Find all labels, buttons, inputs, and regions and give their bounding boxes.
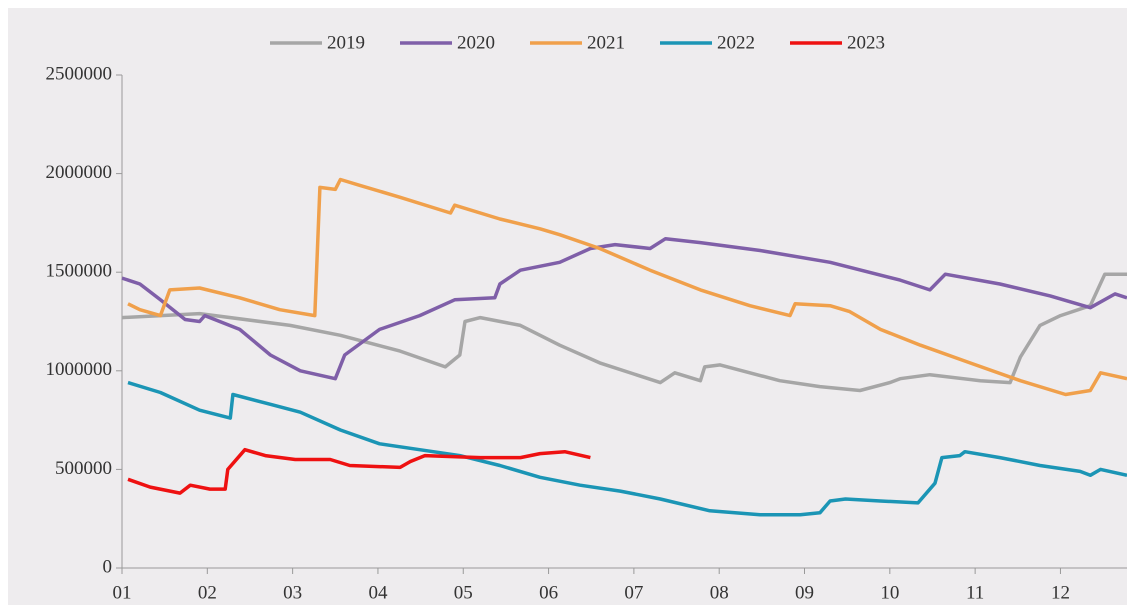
series-line [127,177,1127,397]
y-tick-label: 2000000 [46,162,113,183]
y-tick-label: 1500000 [46,261,113,282]
y-tick-label: 500000 [55,458,112,479]
plot-background [8,8,1127,605]
series-line [121,272,1127,393]
x-tick-label: 06 [539,582,558,603]
y-tick-label: 0 [103,556,113,577]
x-tick-label: 08 [710,582,729,603]
x-tick-label: 03 [283,582,302,603]
x-tick-label: 12 [1051,582,1070,603]
x-tick-label: 04 [368,582,388,603]
x-tick-label: 07 [624,582,643,603]
x-tick-label: 11 [966,582,984,603]
x-tick-label: 09 [795,582,814,603]
series-line [127,380,1127,517]
x-tick-label: 10 [880,582,899,603]
series-line [127,447,591,495]
legend-label: 2019 [327,32,365,53]
legend-label: 2020 [457,32,495,53]
legend-label: 2021 [587,32,625,53]
legend-label: 2022 [717,32,755,53]
x-tick-label: 01 [113,582,132,603]
y-tick-label: 1000000 [46,359,113,380]
x-tick-label: 05 [454,582,473,603]
legend-label: 2023 [847,32,885,53]
series-line [121,236,1127,381]
y-tick-label: 2500000 [46,63,113,84]
x-tick-label: 02 [198,582,217,603]
